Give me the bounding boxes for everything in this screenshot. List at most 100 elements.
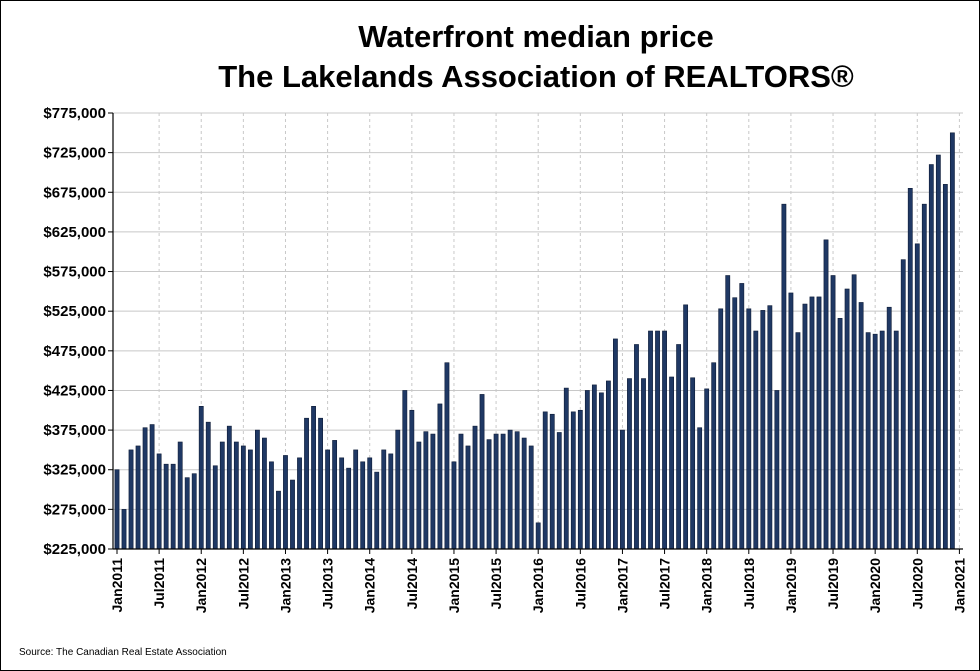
bar (893, 330, 899, 550)
bar (746, 308, 752, 550)
bar (163, 463, 169, 550)
bar (718, 308, 724, 550)
bar (184, 477, 190, 550)
y-tick-label: $375,000 (43, 422, 106, 439)
y-tick-label: $525,000 (43, 303, 106, 320)
x-tick-label: Jul2012 (235, 558, 251, 610)
bar (879, 330, 885, 550)
x-tick-label: Jul2015 (488, 558, 504, 610)
bar (725, 275, 731, 550)
bar (507, 429, 513, 550)
bar (283, 455, 288, 550)
y-tick-label: $675,000 (43, 184, 106, 201)
bar (535, 522, 541, 550)
bar (472, 425, 478, 550)
bar (444, 362, 450, 550)
bar (809, 296, 815, 550)
bar (584, 390, 590, 550)
bars (114, 132, 955, 550)
bar (816, 296, 822, 550)
bar (402, 390, 408, 550)
bar (528, 445, 534, 550)
bar (613, 338, 618, 550)
bar (795, 332, 801, 550)
bar (598, 392, 604, 550)
bar (423, 431, 429, 550)
x-tick-label: Jan2011 (109, 558, 125, 613)
bar (395, 429, 401, 550)
bar (823, 239, 829, 550)
bar (844, 288, 850, 550)
bar (872, 333, 878, 550)
bar (142, 427, 148, 550)
bar (521, 437, 527, 550)
bar (942, 184, 948, 550)
bar (339, 457, 345, 550)
bar (240, 445, 246, 550)
y-tick-label: $575,000 (43, 264, 106, 281)
source-note: Source: The Canadian Real Estate Associa… (19, 647, 227, 658)
bar (269, 461, 274, 550)
chart-subtitle: The Lakelands Association of REALTORS® (218, 59, 854, 94)
bar (928, 164, 934, 550)
bar (304, 417, 309, 550)
bar (921, 203, 927, 550)
y-tick-label: $325,000 (43, 462, 106, 479)
bar (191, 473, 197, 550)
bar (767, 305, 773, 550)
x-tick-label: Jan2017 (614, 558, 630, 613)
y-tick-label: $275,000 (43, 501, 106, 518)
y-tick-label: $725,000 (43, 145, 106, 162)
bar (262, 437, 267, 550)
bar (374, 471, 380, 550)
x-tick-labels: Jan2011 Jul2011 Jan2012 Jul2012 Jan2013 Jul20… (109, 558, 967, 613)
axes (108, 112, 963, 554)
bar (549, 413, 555, 550)
y-tick-label: $225,000 (43, 541, 106, 558)
y-tick-label: $475,000 (43, 343, 106, 360)
bar (360, 461, 366, 550)
bar (437, 403, 443, 550)
bar (690, 377, 696, 550)
x-tick-label: Jan2013 (277, 558, 293, 613)
bar (297, 457, 302, 550)
bar (788, 292, 794, 550)
bar (641, 378, 646, 550)
bar (198, 406, 204, 550)
bar (276, 490, 281, 550)
grid (113, 112, 963, 549)
bar (381, 449, 387, 550)
bar (409, 409, 415, 550)
bar (591, 384, 597, 550)
bar (711, 362, 717, 550)
bar (542, 411, 548, 550)
x-tick-label: Jan2015 (446, 558, 462, 613)
bar (311, 406, 316, 550)
bar (753, 330, 759, 550)
bar (514, 431, 520, 550)
bar (135, 445, 141, 550)
bar (226, 425, 232, 550)
bar (802, 303, 808, 550)
x-tick-label: Jul2011 (151, 558, 167, 609)
bar (577, 409, 583, 550)
bar (318, 417, 323, 550)
bar (669, 376, 674, 550)
x-tick-label: Jul2018 (741, 558, 757, 610)
bar (732, 297, 738, 550)
bar (114, 469, 120, 550)
bar (128, 449, 134, 550)
bar (683, 304, 689, 550)
bar (620, 429, 625, 550)
x-tick-label: Jan2021 (951, 558, 967, 613)
x-tick-label: Jan2018 (699, 558, 715, 613)
bar (353, 449, 359, 550)
bar (648, 330, 653, 550)
bar (367, 457, 373, 550)
bar (430, 433, 436, 550)
x-tick-label: Jul2020 (909, 558, 925, 610)
bar (949, 132, 955, 550)
bar (219, 441, 225, 550)
bar (177, 441, 183, 550)
x-tick-label: Jan2012 (193, 558, 209, 613)
